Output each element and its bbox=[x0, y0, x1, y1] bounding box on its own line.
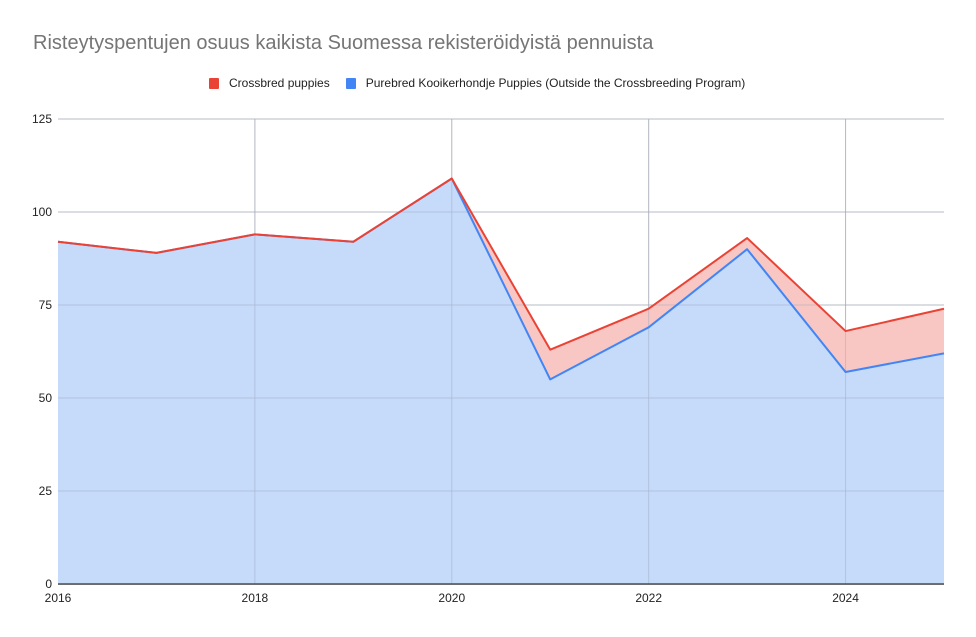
x-tick-label: 2022 bbox=[635, 591, 662, 605]
legend: Crossbred puppies Purebred Kooikerhondje… bbox=[209, 76, 761, 90]
x-tick-label: 2024 bbox=[832, 591, 859, 605]
x-tick-label: 2018 bbox=[242, 591, 269, 605]
y-tick-label: 125 bbox=[32, 112, 52, 126]
x-tick-label: 2020 bbox=[438, 591, 465, 605]
x-tick-label: 2016 bbox=[45, 591, 72, 605]
area-purebred bbox=[58, 178, 944, 584]
y-tick-label: 50 bbox=[39, 391, 53, 405]
legend-swatch-purebred-icon bbox=[345, 77, 356, 89]
y-tick-label: 75 bbox=[39, 298, 53, 312]
chart-title: Risteytyspentujen osuus kaikista Suomess… bbox=[33, 32, 654, 54]
legend-swatch-crossbred-icon bbox=[209, 77, 219, 89]
legend-label: Purebred Kooikerhondje Puppies (Outside … bbox=[365, 76, 746, 90]
legend-item-crossbred[interactable]: Crossbred puppies bbox=[209, 76, 330, 90]
y-tick-label: 0 bbox=[45, 577, 52, 591]
legend-item-purebred[interactable]: Purebred Kooikerhondje Puppies (Outside … bbox=[345, 76, 746, 90]
line-crossbred bbox=[57, 177, 945, 351]
y-tick-label: 100 bbox=[32, 205, 52, 219]
y-tick-label: 25 bbox=[39, 484, 53, 498]
legend-label: Crossbred puppies bbox=[229, 76, 330, 90]
